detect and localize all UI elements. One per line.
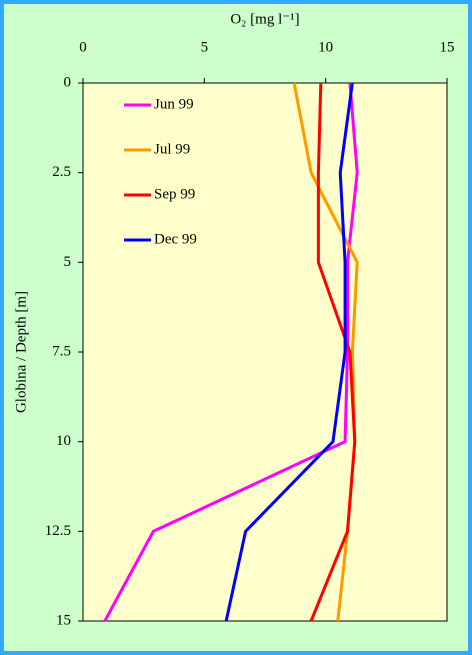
y-tick-label: 7.5 xyxy=(52,343,71,359)
x-tick-label: 10 xyxy=(318,39,333,55)
legend-label: Jul 99 xyxy=(154,141,190,157)
y-tick-label: 15 xyxy=(56,612,71,628)
y-tick-label: 2.5 xyxy=(52,164,71,180)
x-axis-label: O₂ [mg l⁻¹] xyxy=(230,11,299,27)
y-axis-label: Globina / Depth [m] xyxy=(13,291,29,413)
x-tick-label: 0 xyxy=(79,39,87,55)
y-tick-label: 5 xyxy=(64,254,72,270)
legend-label: Sep 99 xyxy=(154,186,195,202)
series-line xyxy=(309,82,357,622)
legend-label: Jun 99 xyxy=(154,96,194,112)
x-tick-label: 5 xyxy=(201,39,209,55)
series-line xyxy=(103,82,359,622)
y-tick-label: 10 xyxy=(56,433,71,449)
series-line xyxy=(224,82,354,622)
x-tick-label: 15 xyxy=(440,39,455,55)
legend-label: Dec 99 xyxy=(154,231,197,247)
y-tick-label: 12.5 xyxy=(45,523,71,539)
y-tick-label: 0 xyxy=(64,74,72,90)
plot-area xyxy=(82,82,448,622)
